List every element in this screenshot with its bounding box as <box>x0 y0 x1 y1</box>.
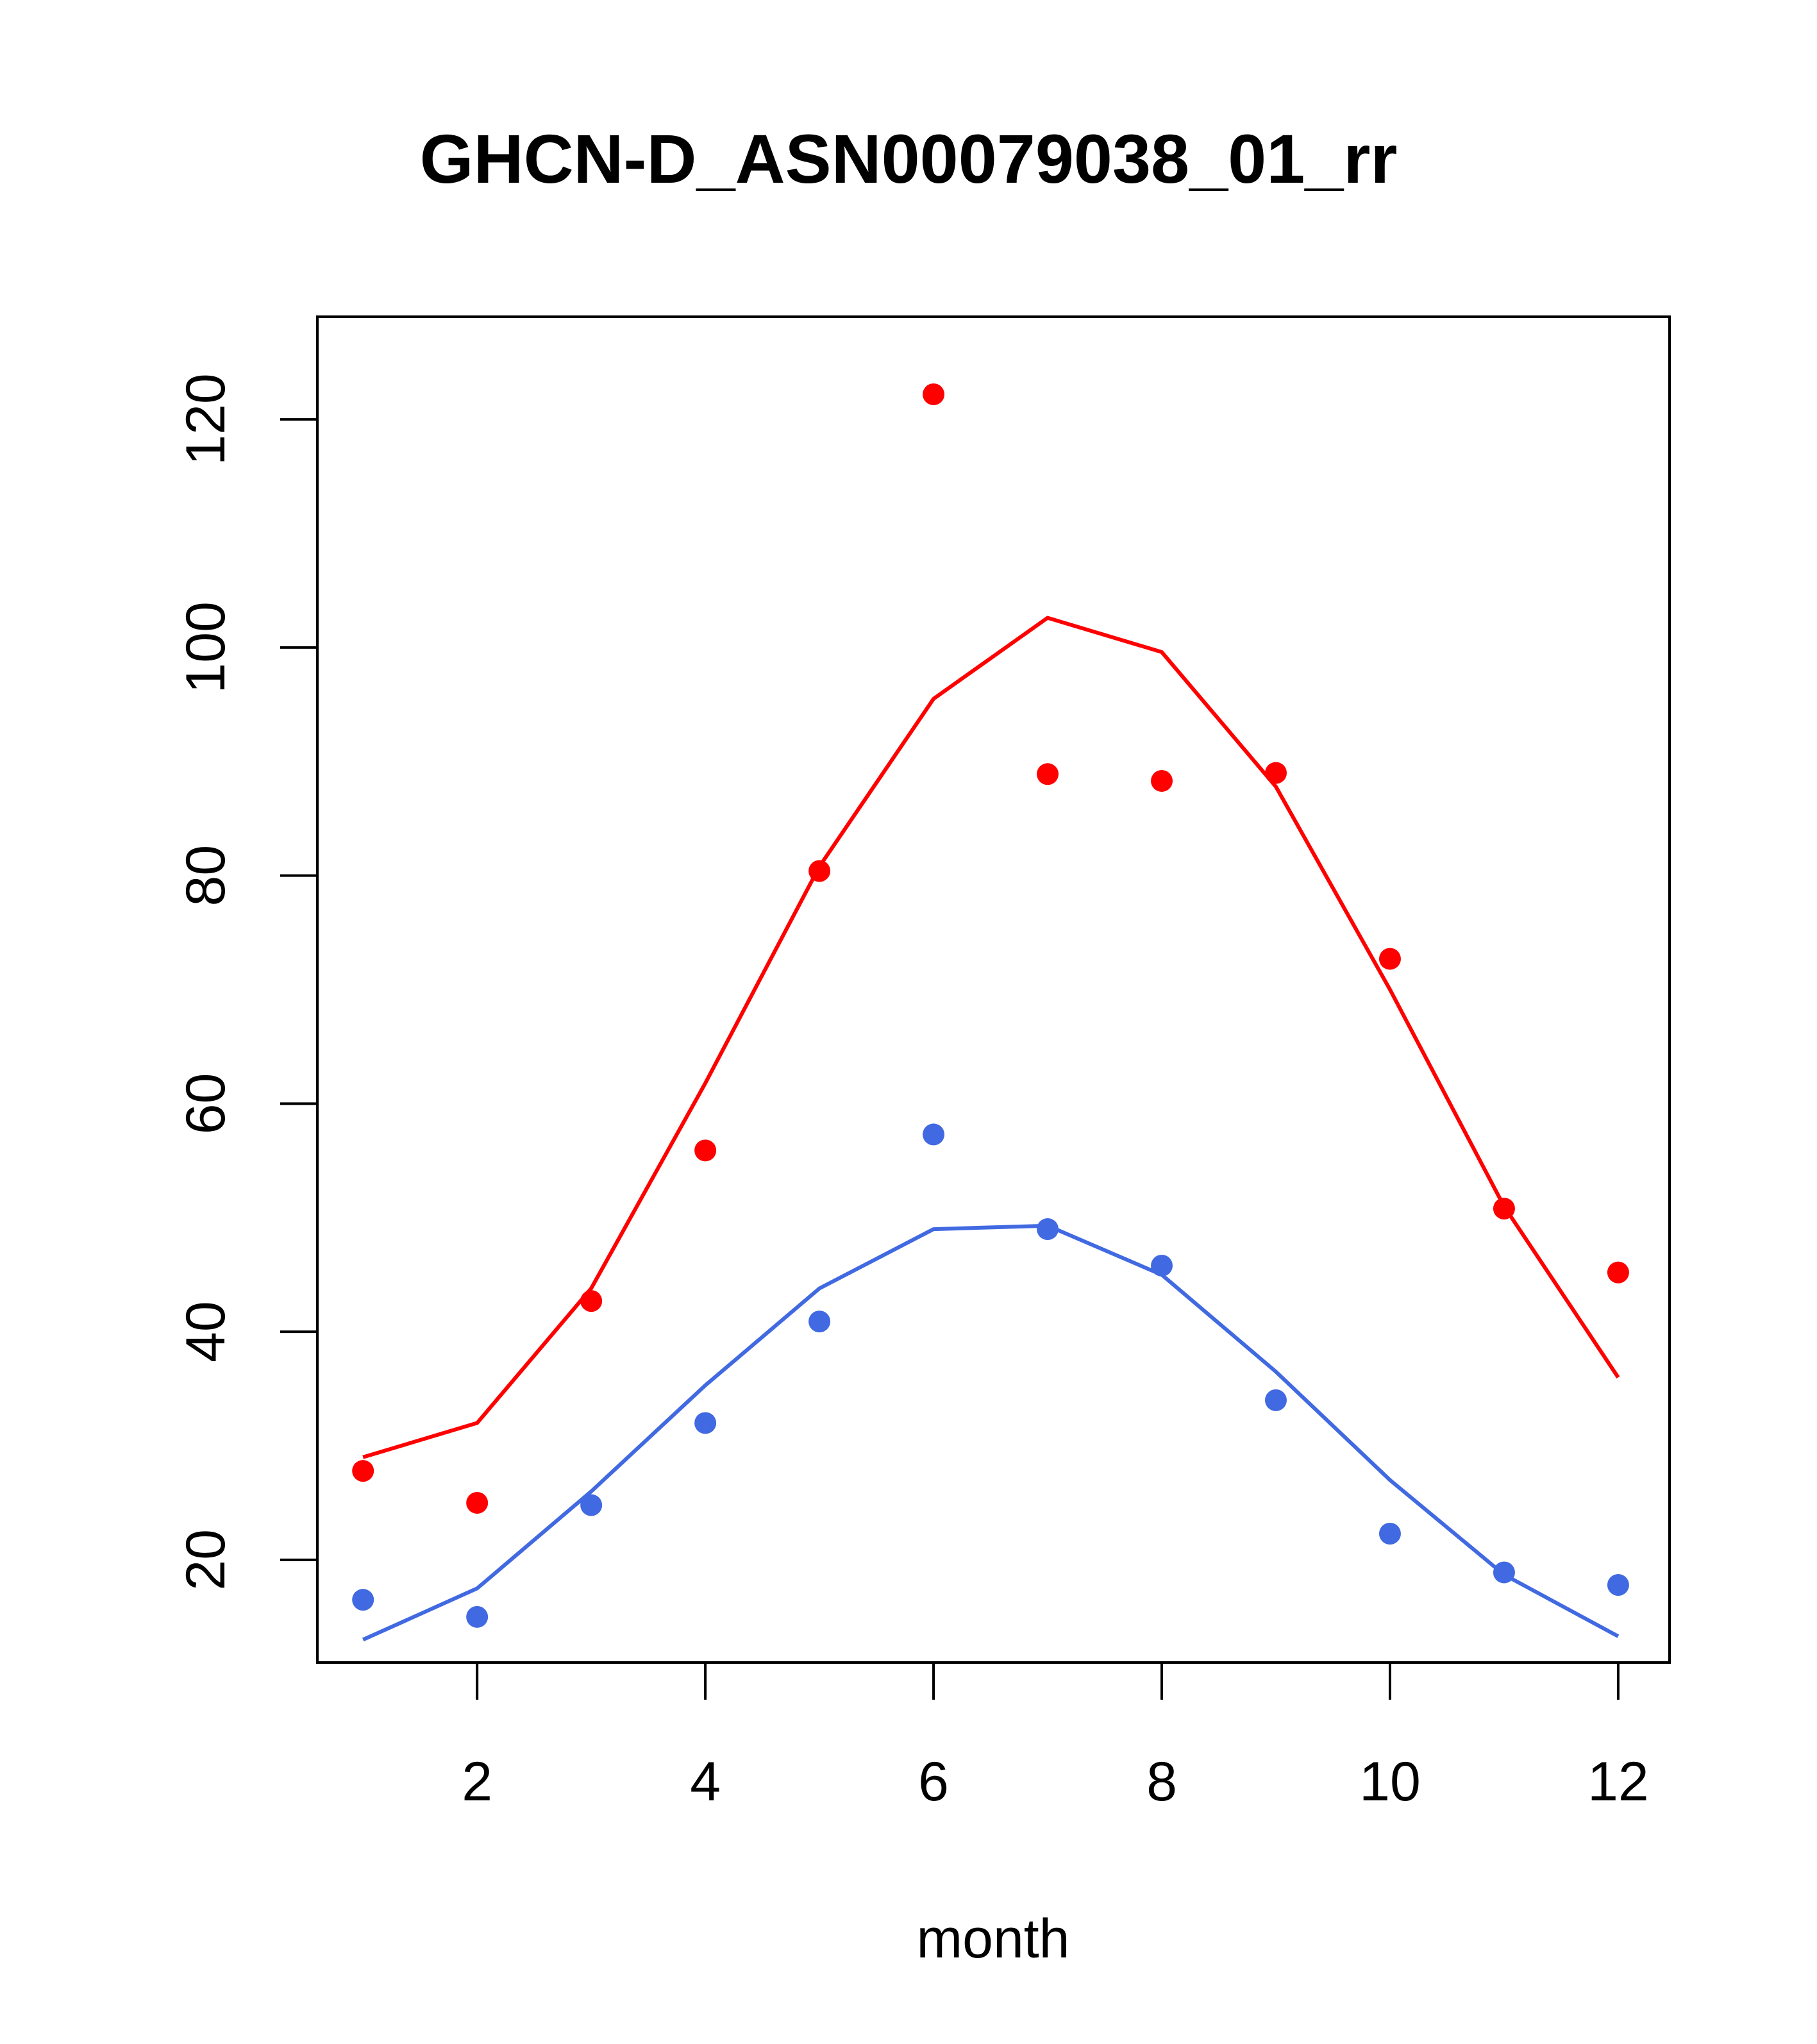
x-tick-label: 10 <box>1359 1751 1421 1813</box>
series-1-point <box>1264 762 1287 784</box>
y-axis: 20 40 60 80 100 120 <box>175 373 319 1591</box>
chart-title: GHCN-D_ASN00079038_01_rr <box>420 120 1398 197</box>
series-2-point <box>466 1605 489 1628</box>
x-tick-label: 2 <box>462 1751 492 1813</box>
series-1-point <box>1493 1198 1515 1220</box>
x-tick-label: 12 <box>1587 1751 1649 1813</box>
y-tick-label: 120 <box>175 373 237 465</box>
x-tick-label: 4 <box>690 1751 721 1813</box>
series-2 <box>352 1123 1629 1642</box>
y-tick-label: 100 <box>175 601 237 694</box>
x-tick-label: 8 <box>1146 1751 1177 1813</box>
series-1-point <box>1607 1261 1629 1284</box>
y-tick-label: 20 <box>175 1529 237 1591</box>
series-1-point <box>466 1491 489 1514</box>
series-2-point <box>352 1589 374 1611</box>
series-2-point <box>694 1412 717 1434</box>
series-1-line <box>362 616 1620 1459</box>
plot-frame <box>316 315 1671 1664</box>
series-1-point <box>352 1460 374 1482</box>
series-1-point <box>923 383 945 405</box>
series-2-point <box>1037 1218 1059 1241</box>
series-2-line <box>362 1223 1620 1642</box>
x-axis-label: month <box>916 1908 1069 1970</box>
series-2-point <box>580 1494 603 1516</box>
y-tick-label: 80 <box>175 845 237 907</box>
series-2-point <box>1264 1389 1287 1411</box>
series-1 <box>352 383 1629 1514</box>
series-1-point <box>808 860 831 882</box>
x-axis: 2 4 6 8 10 12 <box>462 1661 1649 1813</box>
x-tick-label: 6 <box>918 1751 949 1813</box>
series-2-point <box>1151 1254 1173 1277</box>
series-layer <box>352 383 1629 1642</box>
series-2-point <box>1493 1561 1515 1584</box>
series-1-point <box>694 1139 717 1162</box>
series-2-point <box>1378 1522 1401 1545</box>
series-2-point <box>1607 1574 1629 1596</box>
series-1-point <box>1378 948 1401 970</box>
series-1-point <box>580 1290 603 1312</box>
series-2-point <box>923 1123 945 1146</box>
series-1-point <box>1037 763 1059 785</box>
y-tick-label: 60 <box>175 1073 237 1135</box>
y-tick-label: 40 <box>175 1301 237 1362</box>
series-1-point <box>1151 769 1173 792</box>
series-2-point <box>808 1311 831 1333</box>
